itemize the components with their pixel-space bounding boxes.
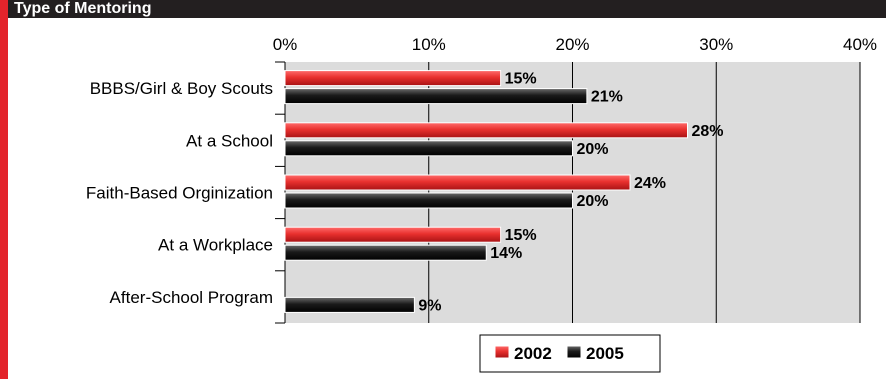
legend-swatch-2002	[494, 345, 510, 359]
bar-2005	[284, 88, 588, 105]
bar-2005	[284, 192, 573, 209]
bar-2005	[284, 244, 487, 261]
left-accent-bar	[0, 0, 8, 379]
data-label-2005: 21%	[591, 89, 623, 106]
chart-title: Type of Mentoring	[14, 0, 151, 17]
data-label-2005: 9%	[418, 297, 441, 314]
x-tick-label: 40%	[843, 35, 877, 54]
bars	[284, 70, 688, 313]
category-label: At a Workplace	[158, 236, 273, 255]
legend-label-2005: 2005	[586, 344, 624, 363]
x-axis-ticks: 0% 10% 20% 30% 40%	[273, 35, 877, 54]
data-label-2005: 20%	[577, 193, 609, 210]
legend-label-2002: 2002	[514, 344, 552, 363]
category-label: BBBS/Girl & Boy Scouts	[90, 79, 273, 98]
bar-2002	[284, 226, 502, 243]
bar-2005	[284, 296, 415, 313]
x-tick-label: 30%	[699, 35, 733, 54]
x-tick-label: 20%	[555, 35, 589, 54]
bar-2002	[284, 122, 688, 139]
bar-2002	[284, 70, 502, 87]
bar-2005	[284, 140, 573, 157]
legend-swatch-2005	[566, 345, 582, 359]
data-labels: 15%21%28%20%24%20%15%14%9%	[418, 71, 723, 315]
category-labels: BBBS/Girl & Boy Scouts At a School Faith-B…	[86, 79, 273, 307]
legend: 2002 2005	[479, 334, 661, 373]
header-bar	[0, 0, 886, 18]
category-label: Faith-Based Orginization	[86, 184, 273, 203]
x-tick-label: 10%	[412, 35, 446, 54]
data-label-2002: 15%	[505, 227, 537, 244]
data-label-2002: 15%	[505, 71, 537, 88]
bar-2002	[284, 174, 631, 191]
data-label-2002: 24%	[634, 175, 666, 192]
data-label-2002: 28%	[692, 123, 724, 140]
x-tick-label: 0%	[273, 35, 298, 54]
data-label-2005: 20%	[577, 141, 609, 158]
category-label: After-School Program	[110, 288, 273, 307]
data-label-2005: 14%	[490, 245, 522, 262]
category-label: At a School	[186, 131, 273, 150]
